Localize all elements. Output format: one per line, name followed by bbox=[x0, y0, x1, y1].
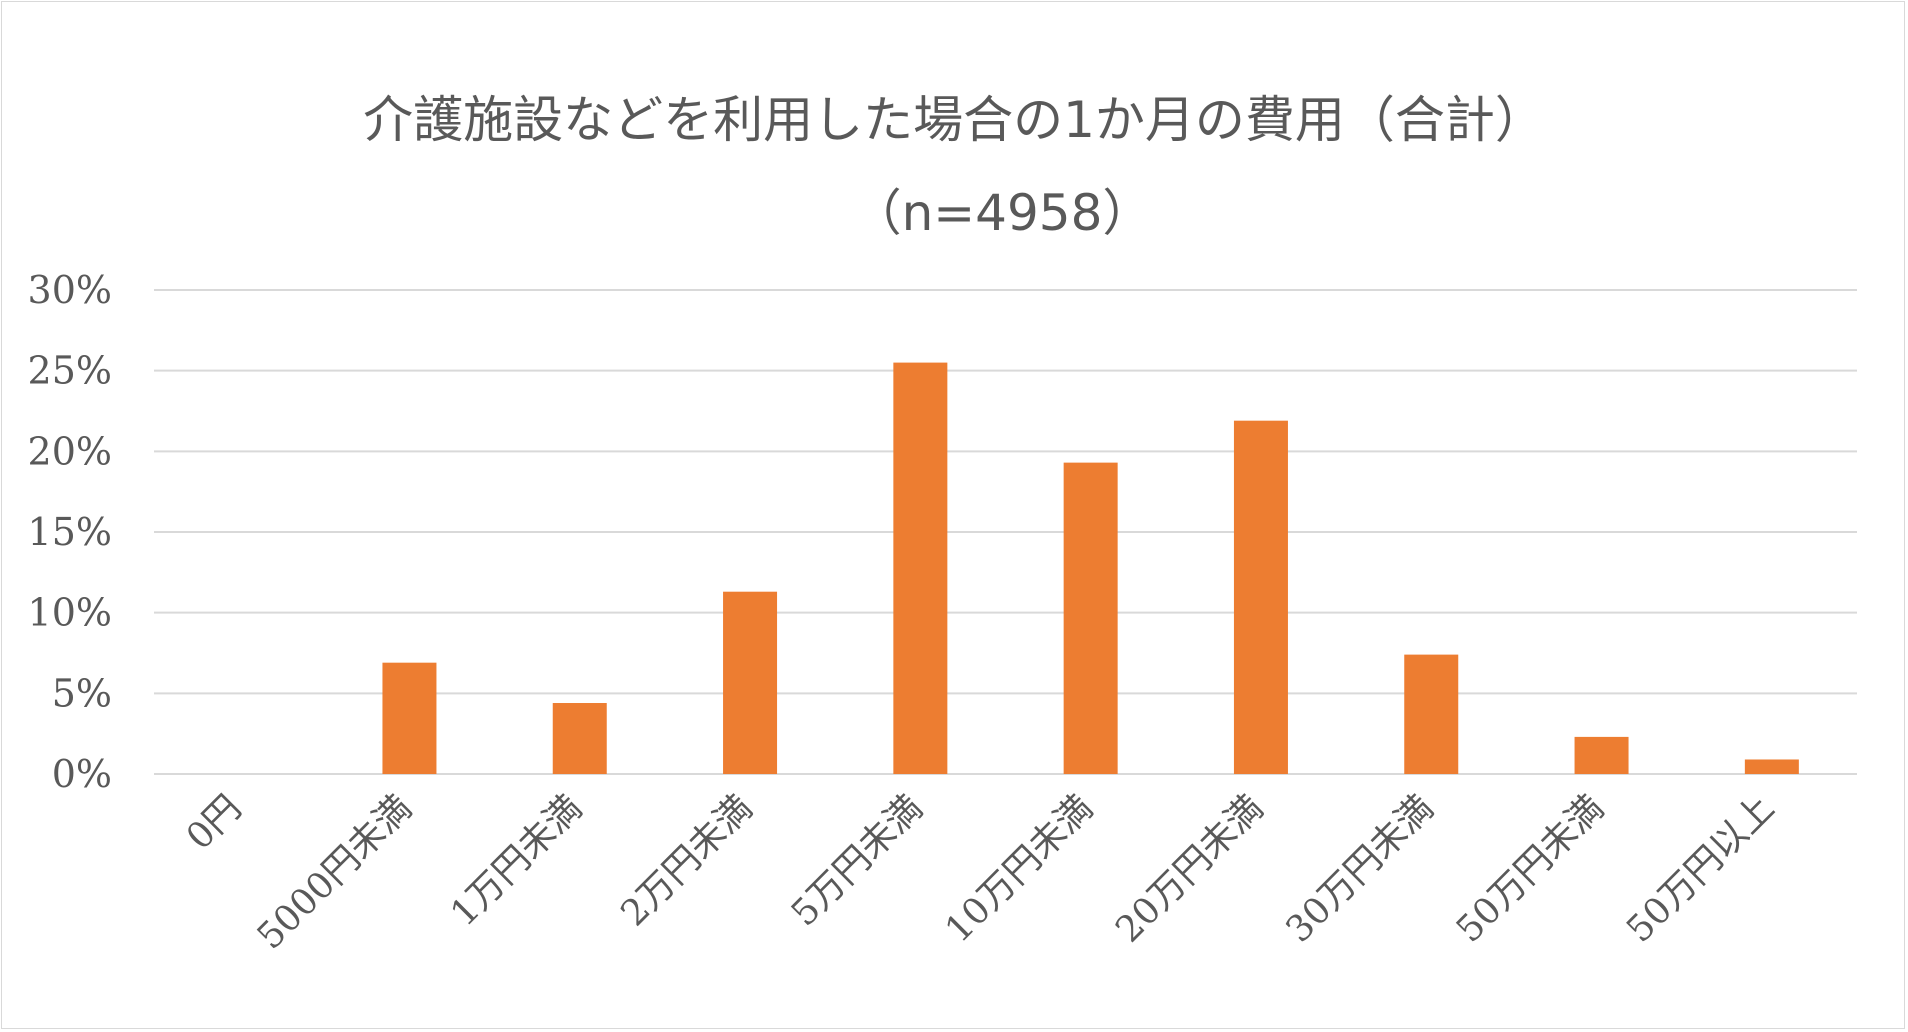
bar bbox=[1744, 759, 1799, 774]
bar bbox=[1233, 420, 1288, 774]
y-tick-label: 0% bbox=[52, 752, 112, 796]
bar bbox=[552, 703, 607, 774]
bars bbox=[382, 362, 1799, 774]
chart-title: 介護施設などを利用した場合の1か月の費用（合計） bbox=[363, 91, 1545, 149]
x-tick-label: 1万円未満 bbox=[443, 787, 590, 934]
x-tick-label: 50万円未満 bbox=[1449, 787, 1612, 950]
x-tick-label: 50万円以上 bbox=[1619, 787, 1782, 950]
x-tick-label: 2万円未満 bbox=[613, 787, 760, 934]
bar bbox=[1574, 736, 1629, 774]
bar bbox=[1063, 462, 1118, 774]
x-tick-label: 0円 bbox=[179, 787, 250, 858]
chart-subtitle: （n=4958） bbox=[852, 184, 1153, 242]
x-tick-label: 20万円未満 bbox=[1108, 787, 1271, 950]
y-tick-label: 5% bbox=[52, 671, 112, 715]
x-tick-label: 10万円未満 bbox=[938, 787, 1101, 950]
bar bbox=[723, 591, 778, 774]
bar bbox=[893, 362, 948, 774]
y-tick-label: 10% bbox=[28, 591, 112, 635]
x-axis-ticks: 0円 5000円未満 1万円未満 2万円未満 5万円未満 10万円未満 20万円未満 30万円… bbox=[179, 787, 1782, 957]
y-tick-label: 30% bbox=[28, 268, 112, 312]
y-tick-label: 25% bbox=[28, 349, 112, 393]
y-axis-ticks: 0% 5% 10% 15% 20% 25% 30% bbox=[28, 268, 112, 796]
y-tick-label: 15% bbox=[28, 510, 112, 554]
x-tick-label: 5000円未満 bbox=[250, 787, 420, 957]
bar bbox=[382, 662, 437, 774]
y-tick-label: 20% bbox=[28, 429, 112, 473]
bar bbox=[1404, 654, 1459, 774]
gridlines bbox=[154, 289, 1857, 775]
x-tick-label: 30万円未満 bbox=[1278, 787, 1441, 950]
x-tick-label: 5万円未満 bbox=[784, 787, 931, 934]
